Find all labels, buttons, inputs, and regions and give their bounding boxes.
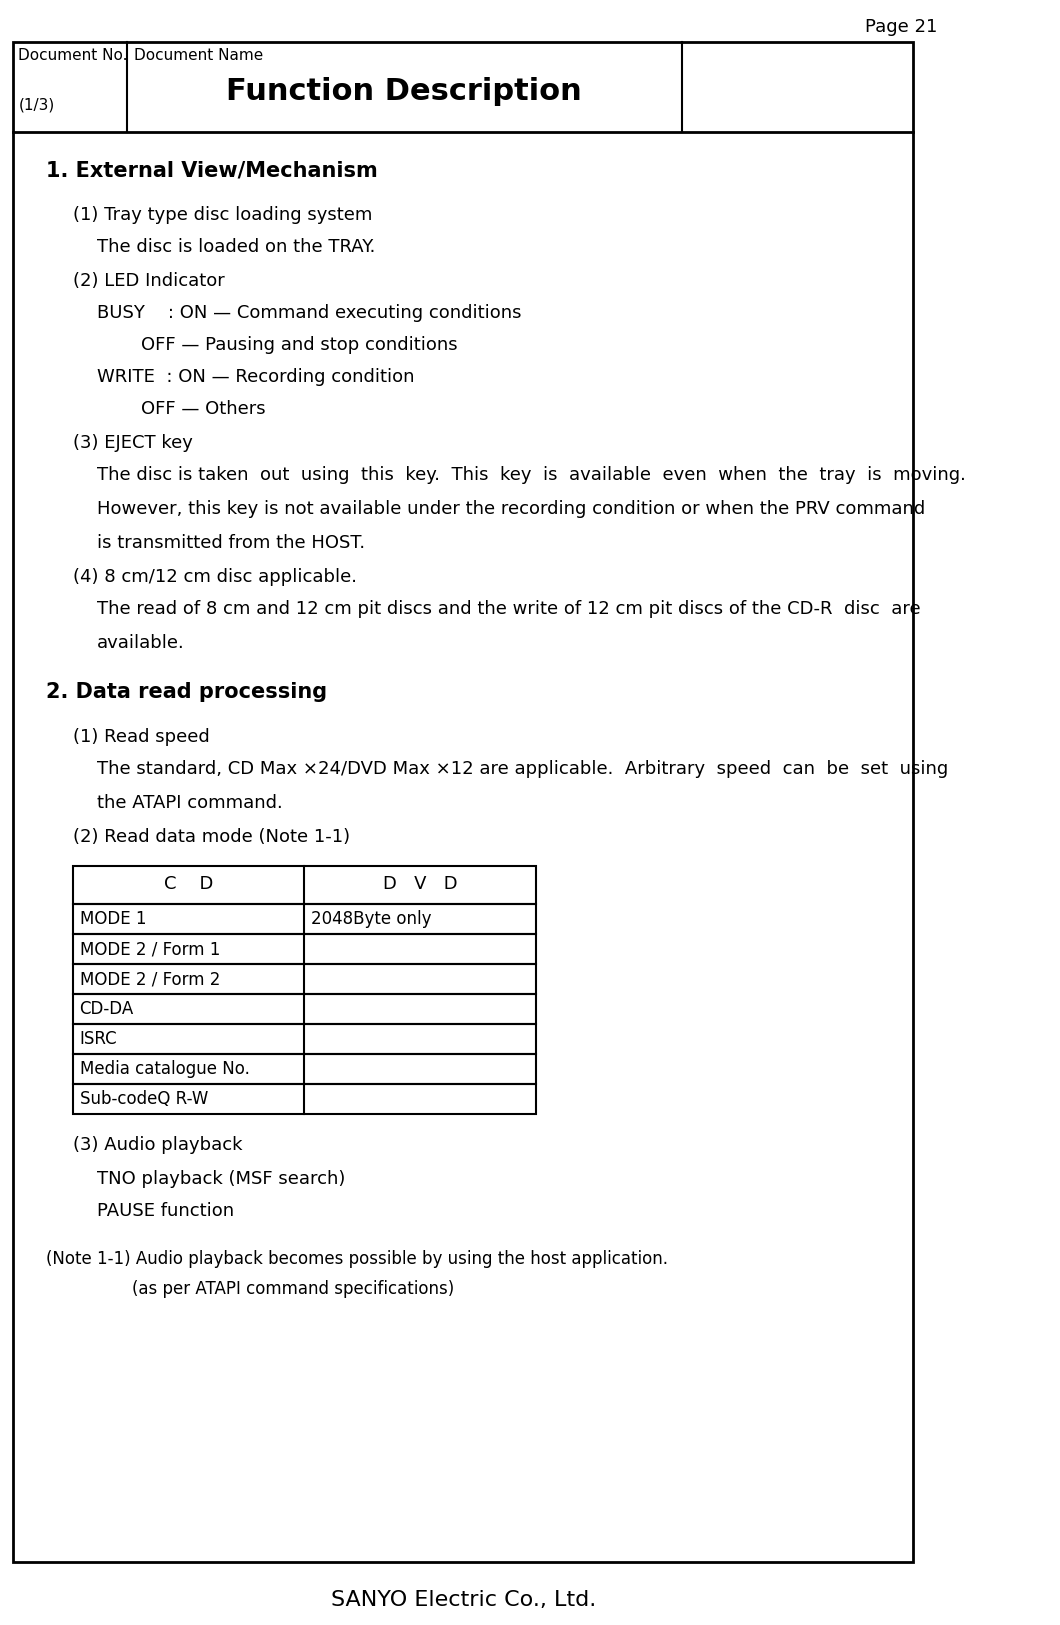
Text: Media catalogue No.: Media catalogue No. — [80, 1060, 249, 1077]
Text: Document Name: Document Name — [134, 49, 263, 63]
Text: WRITE  : ON — Recording condition: WRITE : ON — Recording condition — [98, 367, 414, 387]
Text: D   V   D: D V D — [383, 874, 457, 894]
Bar — [72, 994, 536, 1024]
Text: available.: available. — [98, 634, 184, 652]
Text: (4) 8 cm/12 cm disc applicable.: (4) 8 cm/12 cm disc applicable. — [72, 569, 356, 587]
Text: The standard, CD Max ×24/DVD Max ×12 are applicable.  Arbitrary  speed  can  be : The standard, CD Max ×24/DVD Max ×12 are… — [98, 760, 949, 778]
Text: is transmitted from the HOST.: is transmitted from the HOST. — [98, 535, 365, 552]
Text: Document No.: Document No. — [18, 49, 128, 63]
Text: MODE 1: MODE 1 — [80, 910, 146, 928]
Bar — [72, 1024, 536, 1055]
Text: MODE 2 / Form 1: MODE 2 / Form 1 — [80, 939, 219, 959]
Bar — [72, 1084, 536, 1115]
Bar — [72, 1055, 536, 1084]
Text: Sub-codeQ R-W: Sub-codeQ R-W — [80, 1090, 208, 1108]
Text: (1/3): (1/3) — [18, 98, 55, 112]
Text: (3) Audio playback: (3) Audio playback — [72, 1136, 242, 1154]
Text: The disc is loaded on the TRAY.: The disc is loaded on the TRAY. — [98, 237, 375, 257]
Bar — [72, 904, 536, 934]
Text: (1) Read speed: (1) Read speed — [72, 728, 209, 746]
Text: (3) EJECT key: (3) EJECT key — [72, 434, 193, 452]
Text: The read of 8 cm and 12 cm pit discs and the write of 12 cm pit discs of the CD-: The read of 8 cm and 12 cm pit discs and… — [98, 600, 921, 618]
Text: However, this key is not available under the recording condition or when the PRV: However, this key is not available under… — [98, 500, 925, 518]
Text: the ATAPI command.: the ATAPI command. — [98, 795, 283, 812]
Bar — [72, 866, 536, 904]
Bar — [72, 964, 536, 994]
Text: 2048Byte only: 2048Byte only — [312, 910, 431, 928]
Text: (2) Read data mode (Note 1-1): (2) Read data mode (Note 1-1) — [72, 829, 350, 847]
Text: MODE 2 / Form 2: MODE 2 / Form 2 — [80, 970, 219, 988]
Text: SANYO Electric Co., Ltd.: SANYO Electric Co., Ltd. — [331, 1589, 596, 1610]
Text: (as per ATAPI command specifications): (as per ATAPI command specifications) — [132, 1280, 455, 1298]
Text: (2) LED Indicator: (2) LED Indicator — [72, 271, 225, 289]
Text: ISRC: ISRC — [80, 1030, 118, 1048]
Text: CD-DA: CD-DA — [80, 999, 134, 1017]
Text: The disc is taken  out  using  this  key.  This  key  is  available  even  when : The disc is taken out using this key. Th… — [98, 466, 966, 484]
Text: 2. Data read processing: 2. Data read processing — [47, 682, 328, 702]
Text: (1) Tray type disc loading system: (1) Tray type disc loading system — [72, 206, 372, 224]
Text: OFF — Others: OFF — Others — [141, 400, 265, 418]
Bar — [72, 934, 536, 964]
Text: (Note 1-1) Audio playback becomes possible by using the host application.: (Note 1-1) Audio playback becomes possib… — [47, 1250, 669, 1268]
Text: Function Description: Function Description — [227, 76, 582, 106]
Text: Page 21: Page 21 — [865, 18, 938, 36]
Text: OFF — Pausing and stop conditions: OFF — Pausing and stop conditions — [141, 336, 457, 354]
Text: BUSY    : ON — Command executing conditions: BUSY : ON — Command executing conditions — [98, 304, 522, 322]
Text: PAUSE function: PAUSE function — [98, 1202, 234, 1220]
Text: C    D: C D — [163, 874, 213, 894]
Text: 1. External View/Mechanism: 1. External View/Mechanism — [47, 159, 378, 180]
Text: TNO playback (MSF search): TNO playback (MSF search) — [98, 1170, 346, 1188]
